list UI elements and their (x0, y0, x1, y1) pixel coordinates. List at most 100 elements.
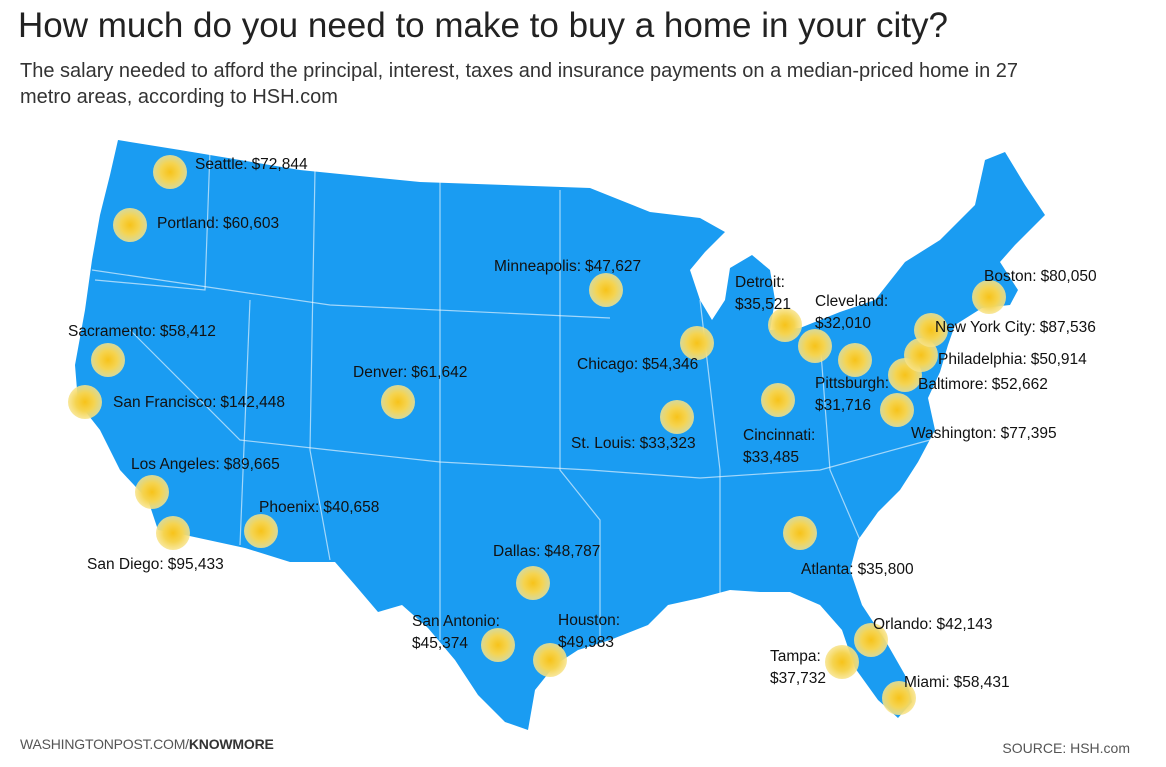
city-marker (516, 566, 550, 600)
city-marker (244, 514, 278, 548)
city-salary: $58,412 (160, 323, 216, 340)
city-label: Orlando: $42,143 (873, 616, 992, 633)
city-salary: $32,010 (815, 315, 871, 332)
city-salary: $54,346 (642, 356, 698, 373)
city-marker (533, 643, 567, 677)
city-name: Cincinnati: (743, 427, 815, 444)
city-marker (135, 475, 169, 509)
city-name: San Francisco: (113, 394, 216, 411)
city-marker (68, 385, 102, 419)
city-salary: $37,732 (770, 670, 826, 687)
city-name: New York City: (935, 319, 1036, 336)
city-label: Chicago: $54,346 (577, 356, 698, 373)
state-lines (91, 149, 931, 640)
city-name: Philadelphia: (938, 351, 1027, 368)
city-marker (838, 343, 872, 377)
city-salary: $142,448 (220, 394, 285, 411)
city-marker (481, 628, 515, 662)
city-salary: $61,642 (411, 364, 467, 381)
city-label: Tampa: $37,732 (770, 648, 826, 687)
city-name: Orlando: (873, 616, 932, 633)
city-label: Los Angeles: $89,665 (131, 456, 280, 473)
city-name: Denver: (353, 364, 407, 381)
city-salary: $35,521 (735, 296, 791, 313)
city-marker (854, 623, 888, 657)
city-name: San Diego: (87, 556, 164, 573)
footer-source: SOURCE: HSH.com (1002, 740, 1130, 756)
city-salary: $52,662 (992, 376, 1048, 393)
city-label: Pittsburgh: $31,716 (815, 375, 889, 414)
city-salary: $95,433 (168, 556, 224, 573)
city-name: Los Angeles: (131, 456, 220, 473)
city-name: Chicago: (577, 356, 638, 373)
city-marker (914, 313, 948, 347)
city-marker (880, 393, 914, 427)
city-marker (972, 280, 1006, 314)
city-label: San Diego: $95,433 (87, 556, 224, 573)
city-marker (381, 385, 415, 419)
city-label: Cleveland: $32,010 (815, 293, 888, 332)
footer-section: KNOWMORE (188, 736, 274, 752)
city-salary: $47,627 (585, 258, 641, 275)
city-salary: $49,983 (558, 634, 614, 651)
city-name: Phoenix: (259, 499, 319, 516)
city-marker (783, 516, 817, 550)
city-name: Minneapolis: (494, 258, 581, 275)
city-label: Baltimore: $52,662 (918, 376, 1048, 393)
city-name: Seattle: (195, 156, 248, 173)
city-marker (660, 400, 694, 434)
city-salary: $87,536 (1040, 319, 1096, 336)
city-salary: $80,050 (1041, 268, 1097, 285)
city-label: Washington: $77,395 (911, 425, 1057, 442)
city-marker (589, 273, 623, 307)
city-marker (798, 329, 832, 363)
footer-site: WASHINGTONPOST.COM/ (20, 736, 189, 752)
city-label: Phoenix: $40,658 (259, 499, 379, 516)
city-marker (680, 326, 714, 360)
city-name: Washington: (911, 425, 997, 442)
city-name: Dallas: (493, 543, 540, 560)
city-name: Portland: (157, 215, 219, 232)
city-marker (825, 645, 859, 679)
city-label: Minneapolis: $47,627 (494, 258, 641, 275)
subtitle: The salary needed to afford the principa… (20, 60, 1018, 108)
city-name: Baltimore: (918, 376, 988, 393)
city-marker (91, 343, 125, 377)
city-name: Cleveland: (815, 293, 888, 310)
city-salary: $33,485 (743, 449, 799, 466)
city-marker (768, 308, 802, 342)
city-name: Houston: (558, 612, 620, 629)
city-label: Dallas: $48,787 (493, 543, 600, 560)
city-label: Sacramento: $58,412 (68, 323, 216, 340)
city-label: Portland: $60,603 (157, 215, 279, 232)
city-label: Seattle: $72,844 (195, 156, 308, 173)
city-label: New York City: $87,536 (935, 319, 1096, 336)
city-salary: $89,665 (224, 456, 280, 473)
city-name: Sacramento: (68, 323, 156, 340)
city-label: Denver: $61,642 (353, 364, 467, 381)
city-label: Detroit: $35,521 (735, 274, 791, 313)
city-salary: $58,431 (954, 674, 1010, 691)
city-salary: $50,914 (1031, 351, 1087, 368)
city-salary: $33,323 (640, 435, 696, 452)
city-label: St. Louis: $33,323 (571, 435, 696, 452)
city-salary: $77,395 (1001, 425, 1057, 442)
city-name: Boston: (984, 268, 1037, 285)
city-label: Miami: $58,431 (904, 674, 1010, 691)
city-salary: $45,374 (412, 635, 468, 652)
city-name: Tampa: (770, 648, 821, 665)
city-label: San Antonio: $45,374 (412, 613, 500, 652)
city-marker (761, 383, 795, 417)
city-layer: Seattle: $72,844 Portland: $60,603 Sacrament… (68, 155, 1097, 715)
city-label: Houston: $49,983 (558, 612, 620, 651)
city-name: San Antonio: (412, 613, 500, 630)
city-salary: $42,143 (936, 616, 992, 633)
city-label: Atlanta: $35,800 (801, 561, 914, 578)
city-salary: $72,844 (252, 156, 308, 173)
city-label: San Francisco: $142,448 (113, 394, 285, 411)
city-label: Cincinnati: $33,485 (743, 427, 815, 466)
city-name: Miami: (904, 674, 950, 691)
city-salary: $35,800 (858, 561, 914, 578)
